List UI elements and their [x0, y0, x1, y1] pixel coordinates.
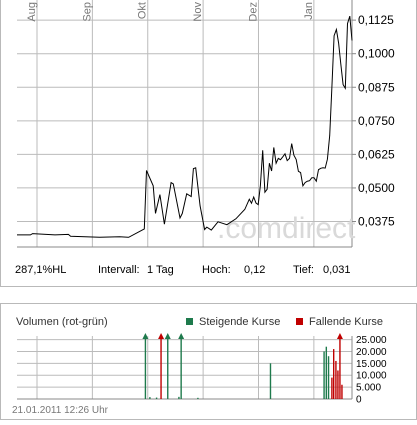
y-tick-label: 0,0500 — [358, 181, 395, 195]
interval-value: 1 Tag — [147, 264, 174, 276]
low-label: Tief: — [293, 264, 314, 276]
vol-tick-label: 0 — [356, 395, 362, 406]
timestamp: 21.01.2011 12:26 Uhr — [12, 405, 109, 416]
legend-rising: Steigende Kurse — [186, 316, 280, 328]
volume-overflow-arrow-icon — [164, 333, 171, 339]
vol-tick-label: 25.000 — [356, 335, 387, 346]
vol-tick-label: 5.000 — [356, 383, 381, 394]
y-tick-label: 0,0875 — [358, 80, 395, 94]
volume-chart-panel: 25.000 20.000 15.000 10.000 5.000 0 — [0, 303, 417, 420]
watermark-text: .comdirect — [217, 212, 356, 245]
volume-overflow-arrow-icon — [158, 333, 165, 339]
y-tick-label: 0,1000 — [358, 47, 395, 61]
price-chart-panel: 0,1125 0,1000 0,0875 0,0750 0,0625 0,0500 0,03… — [0, 0, 417, 287]
volume-overflow-arrow-icon — [142, 333, 149, 339]
y-tick-label: 0,0625 — [358, 147, 395, 161]
low-value: 0,031 — [323, 264, 351, 276]
legend-falling: Fallende Kurse — [296, 316, 383, 328]
falling-swatch-icon — [296, 318, 303, 325]
volume-overflow-arrow-icon — [178, 333, 185, 339]
high-label: Hoch: — [202, 264, 231, 276]
month-label: Jan — [303, 2, 315, 20]
price-line — [17, 15, 353, 238]
month-label: Nov — [192, 2, 204, 22]
legend-rising-label: Steigende Kurse — [199, 316, 281, 328]
vol-tick-label: 15.000 — [356, 359, 387, 370]
change-stat: 287,1%HL — [15, 264, 67, 276]
month-label: Aug — [26, 2, 38, 22]
price-chart: 0,1125 0,1000 0,0875 0,0750 0,0625 0,0500 0,03… — [17, 0, 395, 248]
volume-title: Volumen (rot-grün) — [16, 316, 108, 328]
vol-tick-label: 10.000 — [356, 371, 387, 382]
high-value: 0,12 — [244, 264, 266, 276]
month-label: Okt — [137, 2, 149, 19]
legend-falling-label: Fallende Kurse — [309, 316, 383, 328]
y-tick-label: 0,0375 — [358, 214, 395, 228]
vol-tick-label: 20.000 — [356, 347, 387, 358]
month-label: Sep — [81, 2, 93, 22]
volume-overflow-arrow-icon — [336, 333, 343, 339]
rising-swatch-icon — [186, 318, 193, 325]
y-tick-label: 0,0750 — [358, 114, 395, 128]
month-label: Dez — [247, 2, 259, 22]
interval-label: Intervall: — [98, 264, 140, 276]
y-tick-label: 0,1125 — [358, 13, 394, 27]
